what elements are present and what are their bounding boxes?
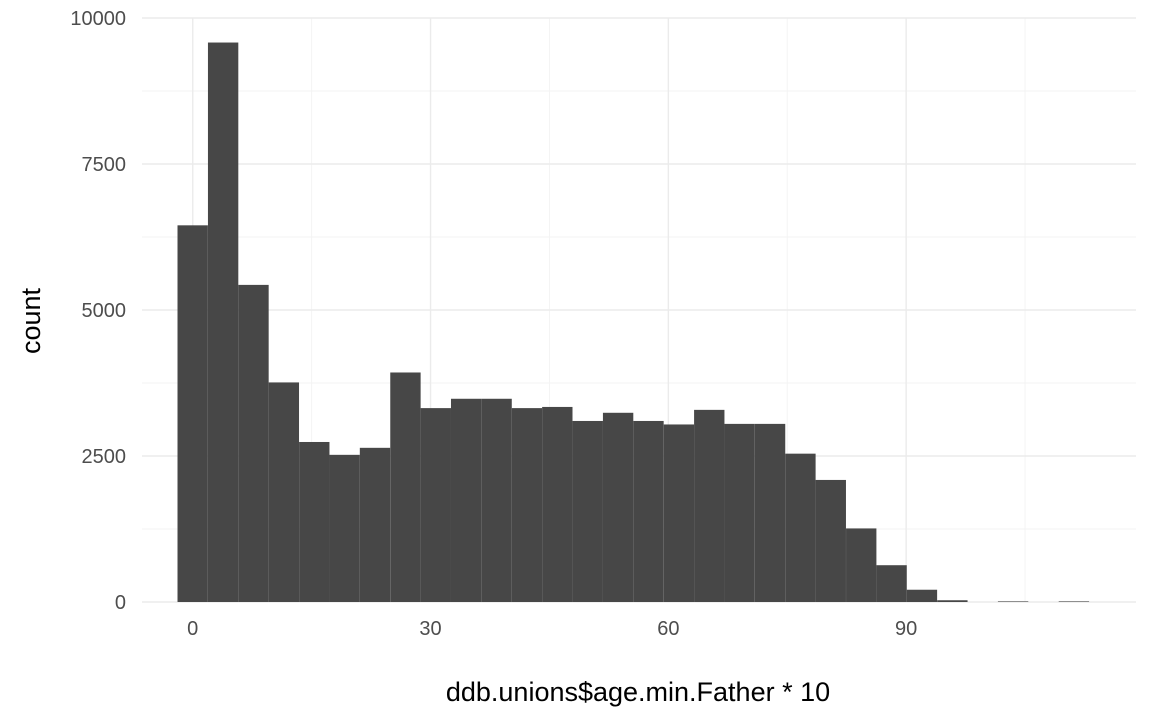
histogram-bar: [1058, 601, 1090, 602]
y-tick-label: 10000: [70, 8, 126, 30]
x-axis-title: ddb.unions$age.min.Father * 10: [446, 677, 830, 707]
histogram-bar: [602, 412, 634, 602]
histogram-bar: [572, 420, 603, 602]
y-tick-label: 5000: [82, 300, 127, 322]
histogram-bar: [268, 382, 300, 602]
histogram-bar: [633, 420, 664, 602]
histogram-bar: [937, 600, 968, 602]
histogram-bar: [846, 528, 877, 602]
histogram-bar: [420, 408, 451, 602]
bar-layer: [177, 42, 1090, 602]
histogram-bar: [359, 447, 391, 602]
histogram-bar: [906, 589, 938, 602]
histogram-bar: [329, 454, 360, 602]
x-tick-label: 30: [419, 618, 441, 640]
histogram-bar: [542, 406, 573, 602]
y-axis-title: count: [16, 287, 46, 354]
histogram-bar: [694, 409, 725, 602]
histogram-bar: [754, 423, 786, 602]
histogram-bar: [177, 225, 208, 602]
histogram-bar: [663, 424, 695, 602]
y-tick-label: 2500: [82, 446, 127, 468]
x-tick-label: 0: [187, 618, 198, 640]
histogram-bar: [481, 398, 512, 602]
y-tick-label: 7500: [82, 154, 127, 176]
histogram-bar: [876, 565, 907, 602]
x-tick-label: 90: [895, 618, 917, 640]
histogram-bar: [450, 398, 482, 602]
histogram-bar: [390, 372, 421, 602]
histogram-bar: [815, 479, 846, 602]
histogram-bar: [207, 42, 239, 602]
y-tick-label: 0: [115, 592, 126, 614]
histogram-bar: [511, 408, 543, 602]
histogram-bar: [238, 284, 269, 602]
histogram-bar: [299, 441, 330, 602]
histogram-bar: [997, 601, 1029, 602]
x-tick-label: 60: [657, 618, 679, 640]
histogram-bar: [785, 453, 816, 602]
tick-label-layer: 0 30 60 90 0 2500 5000 7500 10000: [70, 8, 917, 640]
histogram-bar: [724, 423, 755, 602]
